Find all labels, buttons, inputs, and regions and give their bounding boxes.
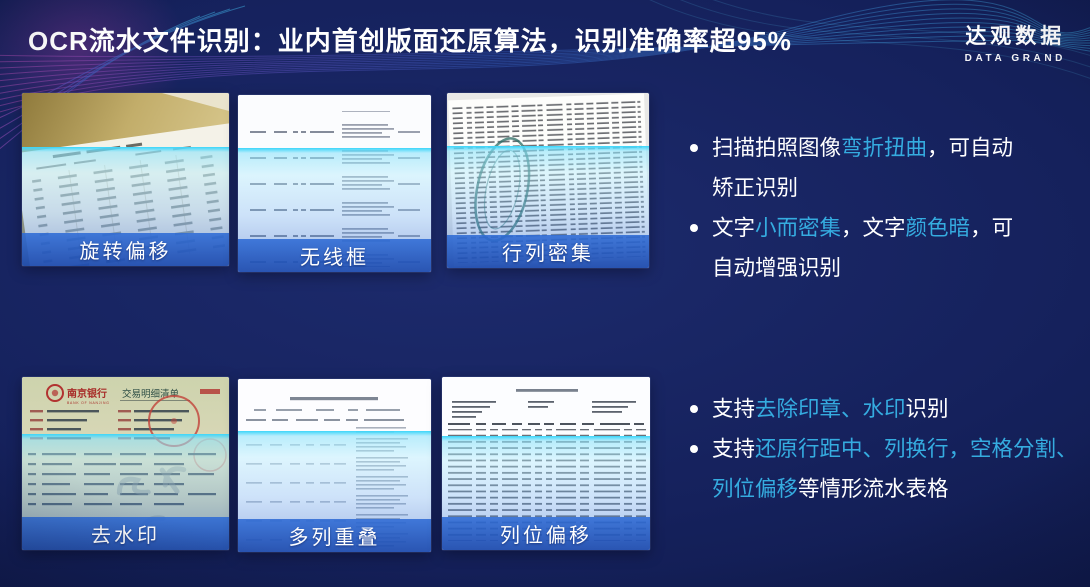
thumbnail-caption: 无线框 xyxy=(238,239,431,272)
bullet-item: 支持去除印章、水印识别 xyxy=(686,389,1088,429)
bullet-group-capture-quality: 扫描拍照图像弯折扭曲，可自动矫正识别文字小而密集，文字颜色暗，可自动增强识别 xyxy=(686,128,1088,288)
highlight-text: 弯折扭曲 xyxy=(841,136,928,160)
bullet-text: 扫描拍照图像 xyxy=(712,136,842,160)
bullet-list: 扫描拍照图像弯折扭曲，可自动矫正识别文字小而密集，文字颜色暗，可自动增强识别 xyxy=(686,128,1088,288)
thumbnail-caption: 旋转偏移 xyxy=(22,233,229,266)
thumbnail-dense-grid: 行列密集 xyxy=(447,93,649,268)
bank-logo-icon xyxy=(46,384,64,402)
bank-name-text: 南京银行 xyxy=(67,387,107,400)
bullet-group-table-restore: 支持去除印章、水印识别 支持还原行距中、列换行，空格分割、 列位偏移等情形流水表格 xyxy=(686,389,1088,509)
thumbnail-caption: 去水印 xyxy=(22,517,229,550)
brand-logo-cn: 达观数据 xyxy=(965,25,1066,48)
statement-title-text: 交易明细清单 xyxy=(122,388,180,400)
highlight-text: 列位偏移 xyxy=(712,477,799,501)
bullet-text: 文字 xyxy=(712,216,756,240)
bullet-text: 矫正识别 xyxy=(712,176,799,200)
bullet-text: 自动增强识别 xyxy=(712,256,842,280)
highlight-text: 小而密集 xyxy=(755,216,842,240)
thumbnail-no-frame: 无线框 xyxy=(238,95,431,272)
highlight-text: 还原行距中、列换行，空格分割、 xyxy=(755,437,1078,461)
thumbnail-caption: 行列密集 xyxy=(447,235,649,268)
thumbnail-watermark: 南京银行 BANK OF NANJING 交易明细清单 xyxy=(22,377,229,550)
bullet-text: ，可自动 xyxy=(927,136,1014,160)
thumbnail-rotate-shift: 旋转偏移 xyxy=(22,93,229,266)
thumbnail-caption: 列位偏移 xyxy=(442,517,650,550)
bullet-text: ，文字 xyxy=(841,216,906,240)
highlight-text: 去除印章、水印 xyxy=(755,397,906,421)
bullet-item: 文字小而密集，文字颜色暗，可自动增强识别 xyxy=(686,208,1088,288)
bullet-text: 支持 xyxy=(712,397,756,421)
bullet-text: ，可 xyxy=(970,216,1014,240)
thumbnail-overlap-columns: 多列重叠 xyxy=(238,379,431,552)
bank-name-en-text: BANK OF NANJING xyxy=(67,401,110,405)
bullet-text: 识别 xyxy=(905,397,949,421)
bullet-item: 支持还原行距中、列换行，空格分割、列位偏移等情形流水表格 xyxy=(686,429,1088,509)
brand-logo: 达观数据 DATA GRAND xyxy=(965,20,1066,64)
brand-logo-en: DATA GRAND xyxy=(964,53,1066,64)
highlight-text: 颜色暗 xyxy=(905,216,971,240)
thumbnail-caption: 多列重叠 xyxy=(238,519,431,552)
bullet-list: 支持去除印章、水印识别 支持还原行距中、列换行，空格分割、 列位偏移等情形流水表格 xyxy=(686,389,1088,509)
bullet-item: 扫描拍照图像弯折扭曲，可自动矫正识别 xyxy=(686,128,1088,208)
bullet-text: 等情形流水表格 xyxy=(798,477,949,501)
page-title: OCR流水文件识别：业内首创版面还原算法，识别准确率超95% xyxy=(28,26,792,56)
bullet-text: 支持 xyxy=(712,437,756,461)
thumbnail-column-shift: 列位偏移 xyxy=(442,377,650,550)
